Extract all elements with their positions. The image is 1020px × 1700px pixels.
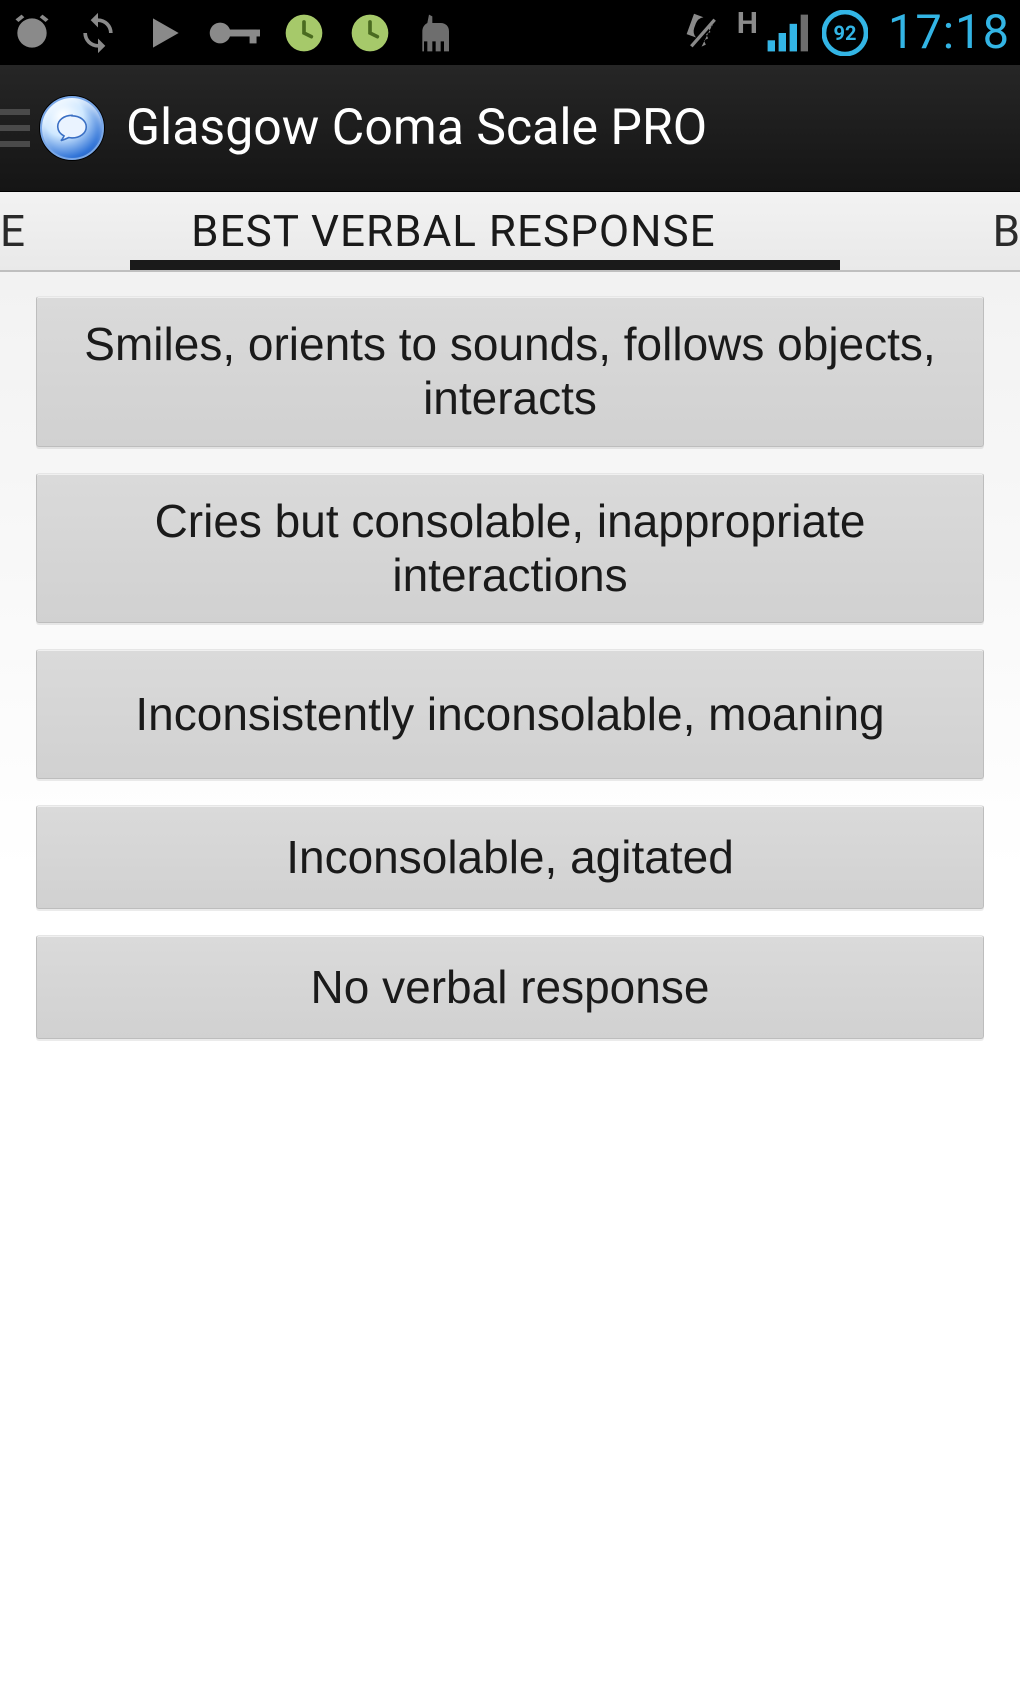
verbal-option-5[interactable]: No verbal response: [36, 935, 984, 1039]
verbal-option-4[interactable]: Inconsolable, agitated: [36, 805, 984, 909]
alarm-icon: [10, 11, 54, 55]
verbal-option-3[interactable]: Inconsistently inconsolable, moaning: [36, 649, 984, 779]
play-icon: [142, 11, 186, 55]
android-status-bar: H 92 17:18: [0, 0, 1020, 65]
app-action-bar: Glasgow Coma Scale PRO: [0, 65, 1020, 192]
status-left-icons: [10, 11, 454, 55]
status-clock: 17:18: [888, 5, 1010, 60]
battery-percent: 92: [833, 21, 856, 45]
battery-icon: 92: [822, 10, 868, 56]
sync-icon: [76, 11, 120, 55]
menu-icon[interactable]: [0, 103, 30, 153]
data-type-label: H: [737, 6, 758, 41]
tab-next-peek[interactable]: B: [990, 192, 1020, 270]
signal-icon: [764, 11, 808, 55]
option-label: Smiles, orients to sounds, follows objec…: [67, 317, 953, 426]
option-label: No verbal response: [311, 960, 710, 1014]
option-label: Inconsistently inconsolable, moaning: [135, 687, 884, 741]
tab-underline: [130, 260, 840, 272]
tab-active[interactable]: BEST VERBAL RESPONSE: [143, 192, 764, 270]
clock-icon-1: [282, 11, 326, 55]
option-label: Cries but consolable, inappropriate inte…: [67, 494, 953, 603]
clock-icon-2: [348, 11, 392, 55]
app-title: Glasgow Coma Scale PRO: [126, 99, 707, 157]
tab-strip: E BEST VERBAL RESPONSE B: [0, 192, 1020, 272]
key-icon: [208, 15, 260, 51]
option-label: Inconsolable, agitated: [286, 830, 734, 884]
verbal-option-2[interactable]: Cries but consolable, inappropriate inte…: [36, 473, 984, 624]
content-area: Smiles, orients to sounds, follows objec…: [0, 272, 1020, 1700]
vibrate-icon: [683, 11, 723, 55]
verbal-option-1[interactable]: Smiles, orients to sounds, follows objec…: [36, 296, 984, 447]
status-right-icons: H 92 17:18: [683, 5, 1010, 60]
app-icon[interactable]: [40, 96, 104, 160]
llama-icon: [414, 11, 454, 55]
tab-prev-peek[interactable]: E: [0, 192, 30, 270]
